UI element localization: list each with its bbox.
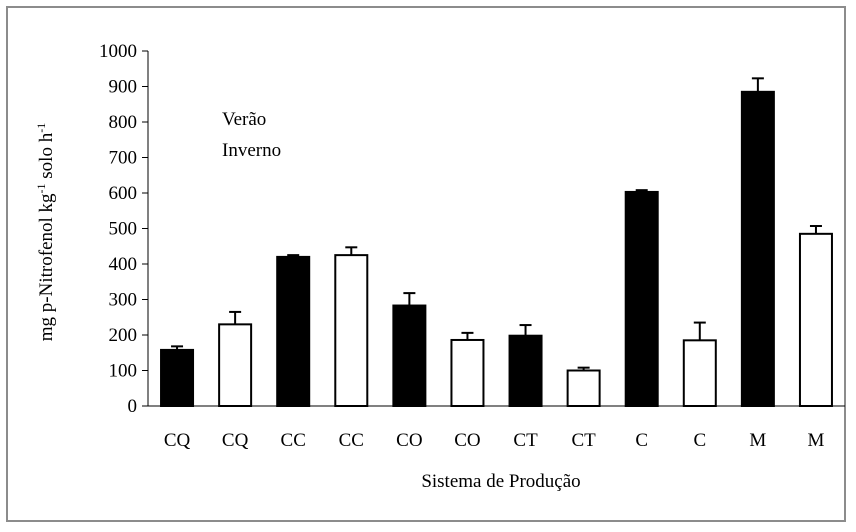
bar-co-verao (392, 304, 427, 407)
bar-cq-inverno (218, 323, 253, 408)
y-tick-label: 300 (109, 290, 138, 311)
y-tick-label: 1000 (99, 41, 137, 62)
bar-cq-verao (160, 348, 195, 408)
bar-c-inverno (682, 339, 717, 408)
y-axis-label-mid: solo h (36, 132, 57, 183)
y-tick-label: 100 (109, 361, 138, 382)
x-axis-tick-labels: CQ CQ CC CC CO CO CT CT C C M M (164, 430, 825, 451)
legend-label-inverno: Inverno (222, 140, 281, 161)
x-tick-label: M (808, 430, 825, 451)
y-tick-label: 400 (109, 254, 138, 275)
x-tick-label: CT (513, 430, 538, 451)
x-tick-label: C (635, 430, 648, 451)
y-axis-label: mg p-Nitrofenol kg-1 solo h-1 (34, 123, 57, 341)
y-tick-label: 0 (128, 396, 138, 417)
x-tick-label: CQ (222, 430, 249, 451)
error-bars (171, 77, 822, 371)
y-tick-label: 900 (109, 77, 138, 98)
legend-label-verao: Verão (222, 109, 266, 130)
y-axis-ticks: 0 100 200 300 400 500 600 700 800 900 1000 (99, 41, 148, 417)
bar-cc-verao (276, 255, 311, 407)
x-tick-label: CO (454, 430, 480, 451)
bar-c-verao (624, 190, 659, 407)
x-tick-label: CO (396, 430, 422, 451)
bar-co-inverno (450, 338, 485, 407)
bar-cc-inverno (334, 254, 369, 407)
y-axis-label-sup-2: -1 (34, 123, 48, 133)
y-tick-label: 500 (109, 219, 138, 240)
x-tick-label: CT (571, 430, 596, 451)
y-tick-label: 800 (109, 112, 138, 133)
y-axis-label-sup-1: -1 (34, 183, 48, 193)
bar-ct-verao (508, 334, 543, 407)
y-tick-label: 200 (109, 325, 138, 346)
x-tick-label: C (693, 430, 706, 451)
y-tick-label: 700 (109, 148, 138, 169)
x-tick-label: M (749, 430, 766, 451)
x-tick-label: CC (281, 430, 306, 451)
y-tick-label: 600 (109, 183, 138, 204)
bar-m-inverno (798, 232, 833, 407)
x-tick-label: CQ (164, 430, 191, 451)
bars (160, 90, 833, 408)
x-axis-label: Sistema de Produção (421, 471, 580, 492)
x-tick-label: CC (339, 430, 364, 451)
bar-m-verao (740, 90, 775, 407)
bar-ct-inverno (566, 369, 601, 407)
y-axis-label-main: mg p-Nitrofenol kg (36, 193, 57, 341)
